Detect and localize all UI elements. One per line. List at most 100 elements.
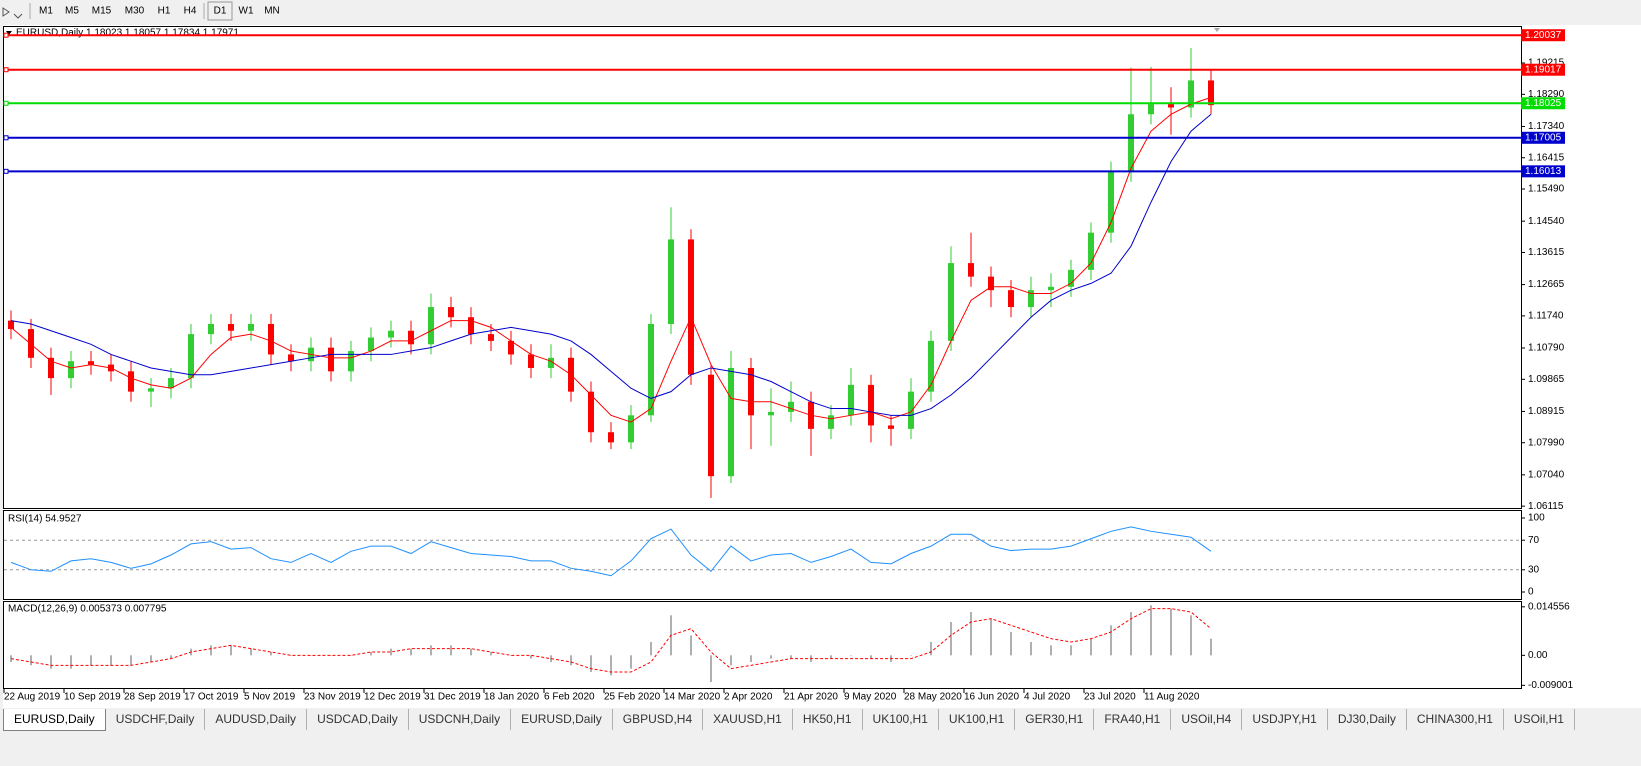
- candle-body: [448, 307, 454, 318]
- level-label-box: [1521, 97, 1565, 110]
- y-tick-label: 70: [1528, 535, 1540, 546]
- y-tick-label: 1.15490: [1528, 184, 1565, 195]
- candle-body: [1008, 290, 1014, 308]
- macd-bar: [1070, 645, 1072, 656]
- macd-bar: [630, 655, 632, 669]
- macd-bar: [1190, 615, 1192, 656]
- chart-tab[interactable]: USDCHF,Daily: [106, 709, 206, 730]
- chart-tab[interactable]: FRA40,H1: [1094, 709, 1172, 730]
- level-handle[interactable]: [3, 67, 9, 73]
- candle-body: [1028, 290, 1034, 308]
- macd-bar: [370, 652, 372, 656]
- level-label-box: [1521, 131, 1565, 144]
- chart-tab[interactable]: EURUSD,Daily: [3, 709, 106, 731]
- main-panel: [3, 26, 1522, 509]
- x-tick-label: 28 Sep 2019: [124, 692, 181, 703]
- chart-tab[interactable]: DJ30,Daily: [1328, 709, 1407, 730]
- macd-bar: [750, 655, 752, 662]
- chart-tab[interactable]: USOil,H4: [1171, 709, 1243, 730]
- macd-bar: [990, 618, 992, 656]
- chart-tab[interactable]: USDCNH,Daily: [409, 709, 512, 730]
- chart-tab[interactable]: GER30,H1: [1015, 709, 1095, 730]
- terminal: EURUSD,Daily 1.18023 1.18057 1.17834 1.1…: [0, 0, 1641, 708]
- level-handle[interactable]: [3, 168, 9, 174]
- macd-bar: [350, 655, 352, 656]
- macd-bar: [50, 655, 52, 669]
- timeframe-button[interactable]: [234, 2, 258, 20]
- chart-tab[interactable]: USOil,H1: [1504, 709, 1575, 730]
- x-tick-label: 10 Sep 2019: [64, 692, 121, 703]
- candle-body: [688, 239, 694, 375]
- candle-body: [488, 334, 494, 341]
- chart-title: EURUSD,Daily 1.18023 1.18057 1.17834 1.1…: [16, 28, 239, 39]
- chart-tab[interactable]: XAUUSD,H1: [703, 709, 793, 730]
- candle-body: [268, 323, 274, 355]
- candle-body: [748, 367, 754, 416]
- toolbar-icon[interactable]: [2, 7, 23, 19]
- macd-bar: [530, 655, 532, 659]
- x-tick-label: 23 Jul 2020: [1084, 692, 1136, 703]
- candle-body: [228, 323, 234, 331]
- timeframe-button[interactable]: [260, 2, 284, 20]
- candle-body: [1168, 104, 1174, 108]
- y-tick-label: 1.19215: [1528, 58, 1565, 69]
- timeframe-button[interactable]: [152, 2, 176, 20]
- signal-line: [10, 608, 1212, 673]
- candle-body: [548, 357, 554, 368]
- macd-bar: [610, 655, 612, 676]
- y-tick-label: 100: [1528, 513, 1545, 524]
- macd-bar: [70, 655, 72, 669]
- x-tick-label: 17 Oct 2019: [184, 692, 239, 703]
- macd-bar: [710, 655, 712, 682]
- macd-bar: [230, 645, 232, 656]
- candle-body: [628, 415, 634, 443]
- timeframe-button[interactable]: [60, 2, 84, 20]
- macd-bar: [690, 635, 692, 656]
- timeframe-button[interactable]: [86, 2, 117, 20]
- panel-menu-icon[interactable]: [6, 31, 12, 35]
- moving-average: [10, 113, 1212, 416]
- chart-tab[interactable]: EURUSD,Daily: [511, 709, 613, 730]
- candle-body: [728, 367, 734, 477]
- level-label: 1.18025: [1525, 98, 1562, 109]
- chart-tab[interactable]: USDCAD,Daily: [307, 709, 409, 730]
- candle-body: [868, 384, 874, 426]
- timeframe-button[interactable]: [119, 2, 150, 20]
- chart-tab[interactable]: UK100,H1: [939, 709, 1016, 730]
- chart-tab[interactable]: HK50,H1: [793, 709, 863, 730]
- timeframe-label: H4: [184, 6, 197, 17]
- macd-bar: [110, 655, 112, 666]
- level-handle[interactable]: [3, 135, 9, 141]
- toolbar: [0, 0, 1641, 22]
- macd-bar: [330, 655, 332, 656]
- macd-bar: [650, 642, 652, 656]
- chart-tab[interactable]: AUDUSD,Daily: [205, 709, 308, 730]
- x-tick-label: 18 Jan 2020: [484, 692, 539, 703]
- level-handle[interactable]: [3, 100, 9, 106]
- macd-bar: [130, 655, 132, 666]
- candle-body: [288, 354, 294, 362]
- level-label: 1.20037: [1525, 30, 1562, 41]
- timeframe-button[interactable]: [34, 2, 58, 20]
- candle-body: [508, 340, 514, 355]
- timeframe-button[interactable]: [207, 1, 233, 21]
- macd-bar: [850, 655, 852, 656]
- level-handle[interactable]: [3, 32, 9, 38]
- chart-tab[interactable]: CHINA300,H1: [1407, 709, 1504, 730]
- timeframe-button[interactable]: [178, 2, 202, 20]
- chart-tab[interactable]: UK100,H1: [863, 709, 939, 730]
- timeframe-label: M30: [125, 6, 145, 17]
- rsi-line: [10, 526, 1212, 577]
- candle-body: [1208, 80, 1214, 106]
- x-tick-label: 23 Nov 2019: [304, 692, 361, 703]
- chart-tab[interactable]: USDJPY,H1: [1242, 709, 1328, 730]
- y-tick-label: 1.06115: [1528, 501, 1564, 512]
- candle-body: [208, 323, 214, 335]
- macd-bar: [1050, 645, 1052, 656]
- candle-body: [968, 263, 974, 277]
- macd-bar: [1090, 638, 1092, 656]
- y-tick-label: 30: [1528, 564, 1540, 575]
- chart-tab[interactable]: GBPUSD,H4: [613, 709, 704, 730]
- rsi-panel: [3, 510, 1522, 600]
